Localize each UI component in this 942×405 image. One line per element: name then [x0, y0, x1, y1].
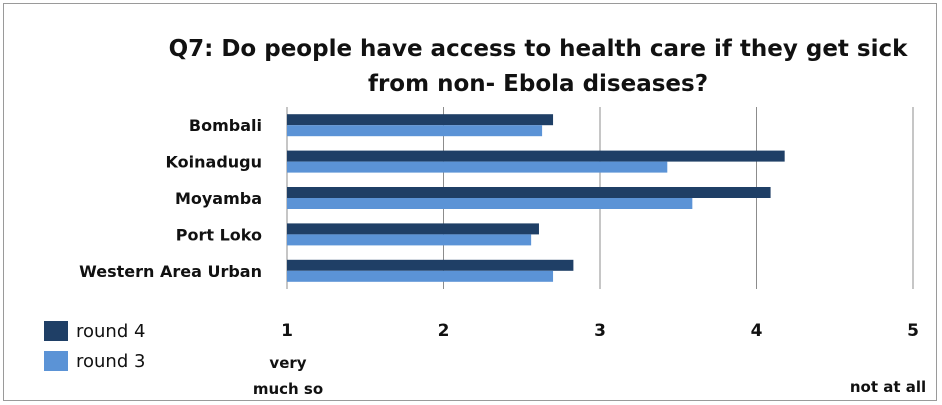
- bar-round-4-bombali: [287, 114, 554, 126]
- category-label: Bombali: [189, 116, 262, 135]
- x-tick-label: 2: [438, 321, 450, 341]
- category-label: Koinadugu: [166, 153, 262, 172]
- x-tick-label: 3: [594, 321, 606, 341]
- x-annotation-low-line-1: very: [269, 354, 306, 372]
- x-tick-label: 5: [907, 321, 919, 341]
- legend-label: round 4: [76, 321, 145, 342]
- legend: round 4 round 3: [44, 321, 145, 372]
- bars: [287, 114, 785, 282]
- bar-round-3-moyamba: [287, 198, 693, 209]
- category-label: Western Area Urban: [79, 262, 262, 281]
- x-tick-labels: 1 2 3 4 5: [281, 321, 919, 341]
- legend-swatch: [44, 321, 68, 341]
- legend-label: round 3: [76, 351, 145, 372]
- bar-round-4-moyamba: [287, 187, 771, 198]
- x-annotation-low-line-2: much so: [253, 380, 323, 398]
- bar-round-4-western-area-urban: [287, 259, 574, 271]
- chart-title-line-1: Q7: Do people have access to health care…: [169, 36, 909, 62]
- category-label: Moyamba: [175, 189, 262, 208]
- legend-swatch: [44, 351, 68, 371]
- x-tick-label: 1: [281, 321, 293, 341]
- bar-round-4-port-loko: [287, 223, 539, 235]
- category-labels: Bombali Koinadugu Moyamba Port Loko Western …: [79, 116, 262, 281]
- bar-round-4-koinadugu: [287, 150, 785, 162]
- chart-title-line-2: from non- Ebola diseases?: [368, 71, 708, 97]
- bar-round-3-koinadugu: [287, 161, 668, 173]
- x-tick-label: 4: [751, 321, 763, 341]
- bar-round-3-port-loko: [287, 234, 532, 246]
- bar-round-3-western-area-urban: [287, 270, 554, 282]
- category-label: Port Loko: [176, 225, 262, 244]
- bar-round-3-bombali: [287, 125, 543, 137]
- x-annotation-high: not at all: [850, 378, 926, 396]
